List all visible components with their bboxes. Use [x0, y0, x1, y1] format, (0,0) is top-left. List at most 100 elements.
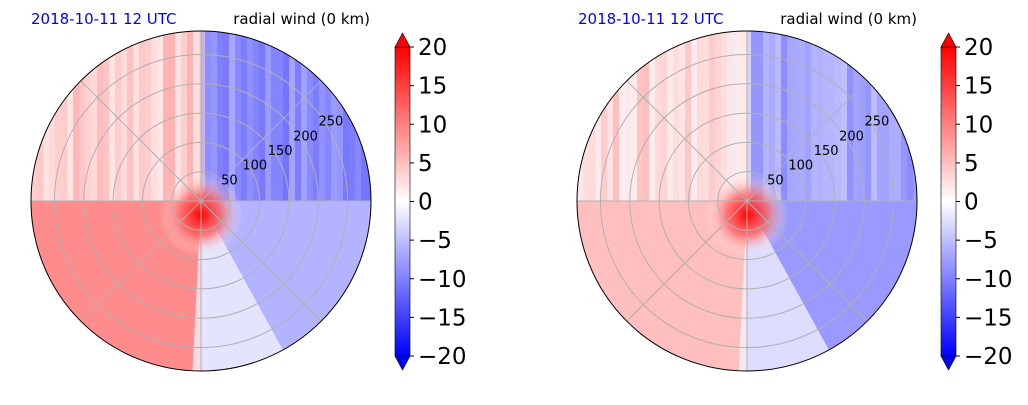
field-streak	[865, 31, 871, 201]
field-streak	[199, 31, 205, 201]
radial-tick-label: 100	[242, 159, 267, 174]
field-streak	[307, 31, 313, 201]
colorbar-tick-label: −5	[418, 228, 452, 254]
angular-grid-line	[626, 200, 748, 322]
panel-title-variable: radial wind (0 km)	[780, 10, 917, 28]
field-streak	[37, 31, 43, 201]
field-streak	[799, 31, 805, 201]
field-streak	[673, 31, 679, 201]
field-streak	[91, 31, 97, 201]
field-streak	[157, 31, 163, 201]
field-streak	[751, 31, 757, 201]
field-streak	[667, 31, 673, 201]
colorbar-tick-label: 20	[964, 35, 993, 61]
colorbar-extend-min	[394, 355, 411, 371]
field-streak	[589, 31, 595, 201]
field-streak	[817, 31, 823, 201]
colorbar-tick-label: 20	[418, 35, 447, 61]
field-streak	[253, 31, 259, 201]
field-streak	[859, 31, 865, 201]
field-streak	[775, 31, 781, 201]
field-streak	[277, 31, 283, 201]
colorbar-gradient	[940, 46, 957, 357]
colorbar-tick-label: −5	[964, 228, 998, 254]
field-streak	[265, 31, 271, 201]
colorbar-gradient	[394, 46, 411, 357]
field-streak	[85, 31, 91, 201]
field-streak	[841, 31, 847, 201]
angular-grid-line	[80, 80, 202, 202]
panel-title-date: 2018-10-11 12 UTC	[31, 10, 177, 28]
field-streak	[259, 31, 265, 201]
field-streak	[223, 31, 229, 201]
radial-tick-label: 50	[767, 173, 784, 188]
field-streak	[883, 31, 889, 201]
field-streak	[55, 31, 61, 201]
field-streak	[103, 31, 109, 201]
field-streak	[631, 31, 637, 201]
field-streak	[811, 31, 817, 201]
colorbar-tick-label: −10	[964, 267, 1013, 293]
field-streak	[583, 31, 589, 201]
field-streak	[601, 31, 607, 201]
field-streak	[331, 31, 337, 201]
field-streak	[67, 31, 73, 201]
field-streak	[31, 31, 37, 201]
field-streak	[163, 31, 169, 201]
field-streak	[697, 31, 703, 201]
field-streak	[739, 31, 745, 201]
field-streak	[823, 31, 829, 201]
field-streak	[301, 31, 307, 201]
field-streak	[61, 31, 67, 201]
field-streak	[361, 31, 367, 201]
field-streak	[649, 31, 655, 201]
polar-frame	[30, 30, 372, 372]
field-streak	[727, 31, 733, 201]
field-streak	[241, 31, 247, 201]
radial-tick-label: 250	[319, 115, 344, 130]
field-streak	[313, 31, 319, 201]
radial-tick-label: 200	[839, 129, 864, 144]
field-streak	[577, 31, 583, 201]
field-streak	[835, 31, 841, 201]
colorbar-tick-label: 5	[418, 151, 433, 177]
radial-tick-label: 50	[221, 173, 238, 188]
field-streak	[679, 31, 685, 201]
field-streak	[247, 31, 253, 201]
field-streak	[703, 31, 709, 201]
angular-grid-line	[80, 200, 202, 322]
angular-grid-line	[200, 200, 322, 322]
field-streak	[235, 31, 241, 201]
field-streak	[901, 31, 907, 201]
field-streak	[763, 31, 769, 201]
field-streak	[271, 31, 277, 201]
radial-tick-label: 150	[268, 144, 293, 159]
field-streak	[745, 31, 751, 201]
colorbar-tick-label: −10	[418, 267, 467, 293]
polar-panel-right: 2018-10-11 12 UTC radial wind (0 km) 501…	[576, 10, 1013, 372]
panel-title-variable: radial wind (0 km)	[233, 10, 370, 28]
field-streak	[871, 31, 877, 201]
colorbar-tick-label: −20	[418, 344, 467, 370]
field-streak	[295, 31, 301, 201]
colorbar-tick-label: 0	[418, 190, 433, 216]
field-streak	[847, 31, 853, 201]
field-streak	[613, 31, 619, 201]
field-streak	[619, 31, 625, 201]
field-streak	[139, 31, 145, 201]
field-streak	[109, 31, 115, 201]
field-streak	[643, 31, 649, 201]
colorbar-tick-label: −20	[964, 344, 1013, 370]
field-streak	[121, 31, 127, 201]
field-streak	[793, 31, 799, 201]
colorbar-tick-label: −15	[418, 305, 467, 331]
field-streak	[913, 31, 917, 201]
field-streak	[895, 31, 901, 201]
field-streak	[355, 31, 361, 201]
field-streak	[181, 31, 187, 201]
field-streak	[211, 31, 217, 201]
field-streak	[97, 31, 103, 201]
radial-tick-label: 100	[788, 159, 813, 174]
